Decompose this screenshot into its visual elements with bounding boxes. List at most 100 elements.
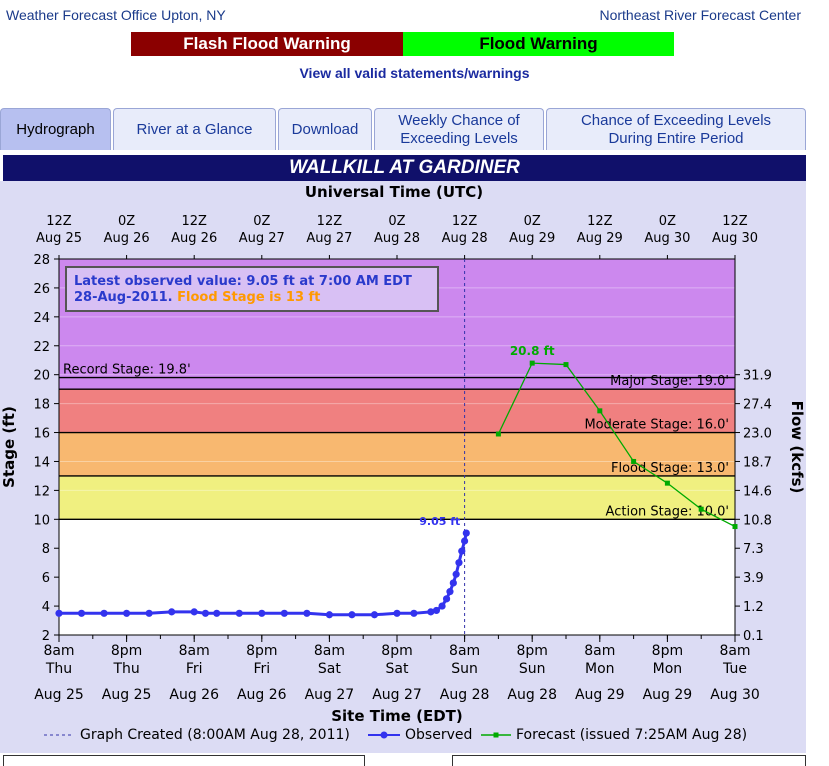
local-tick-date: Aug 29: [643, 687, 693, 703]
local-tick-date: Aug 26: [169, 687, 219, 703]
observed-point: [100, 609, 108, 617]
y-tick-label: 28: [33, 253, 50, 268]
y-tick-label: 20: [33, 369, 50, 384]
rfc-link[interactable]: Northeast River Forecast Center: [599, 7, 801, 23]
observed-point: [303, 609, 311, 617]
observed-point: [449, 579, 457, 587]
local-tick-day: Thu: [45, 661, 72, 677]
utc-tick-label: 0Z: [253, 214, 270, 229]
stage-band-major-zone: [59, 389, 735, 433]
flash-flood-warning[interactable]: Flash Flood Warning: [131, 32, 403, 56]
office-link[interactable]: Weather Forecast Office Upton, NY: [6, 7, 226, 23]
utc-tick-date: Aug 25: [36, 231, 82, 246]
local-tick-time: 8am: [43, 643, 74, 659]
y-tick-label: 12: [33, 484, 50, 499]
utc-tick-date: Aug 28: [442, 231, 488, 246]
observed-point: [55, 609, 63, 617]
utc-tick-label: 12Z: [452, 214, 478, 229]
forecast-point: [698, 506, 704, 512]
tab-weekly-chance[interactable]: Weekly Chance of Exceeding Levels: [374, 108, 544, 150]
observed-point: [393, 609, 401, 617]
utc-tick-label: 12Z: [587, 214, 613, 229]
y-axis-title: Stage (ft): [0, 406, 18, 488]
view-all-warnings-link[interactable]: View all valid statements/warnings: [299, 65, 530, 81]
observed-point: [452, 570, 460, 578]
utc-tick-date: Aug 26: [104, 231, 150, 246]
local-tick-date: Aug 26: [237, 687, 287, 703]
y-tick-label: 4: [42, 600, 50, 615]
legend-observed-marker: [380, 731, 388, 739]
utc-tick-date: Aug 30: [644, 231, 690, 246]
utc-tick-date: Aug 27: [239, 231, 285, 246]
local-tick-day: Sun: [451, 661, 478, 677]
observed-point: [432, 606, 441, 615]
local-tick-day: Thu: [112, 661, 139, 677]
y-tick-label: 18: [33, 398, 50, 413]
observed-point: [201, 609, 210, 617]
latest-flood-stage-note: Flood Stage is 13 ft: [177, 290, 320, 305]
local-tick-day: Sat: [386, 661, 409, 677]
stage-band-major: [59, 377, 735, 390]
flow-tick-label: 10.8: [743, 513, 772, 528]
y-tick-label: 16: [33, 427, 50, 442]
local-tick-day: Mon: [653, 661, 683, 677]
local-tick-time: 8am: [719, 643, 750, 659]
flood-warning[interactable]: Flood Warning: [403, 32, 674, 56]
observed-point: [462, 529, 470, 537]
y2-axis-title: Flow (kcfs): [788, 401, 806, 494]
y-tick-label: 26: [33, 282, 50, 297]
local-tick-day: Fri: [186, 661, 203, 677]
utc-tick-date: Aug 28: [374, 231, 420, 246]
observed-point: [348, 611, 356, 619]
local-tick-day: Fri: [253, 661, 270, 677]
utc-tick-label: 0Z: [388, 214, 405, 229]
forecast-line: [497, 362, 736, 528]
forecast-peak-label: 20.8 ft: [510, 344, 555, 358]
threshold-label: Record Stage: 19.8': [63, 363, 191, 378]
observed-point: [455, 559, 463, 567]
threshold-label: Major Stage: 19.0': [610, 374, 729, 389]
flow-tick-label: 27.4: [743, 398, 772, 413]
hydrograph-chart: Record Stage: 19.8' Major Stage: 19.0' Mod…: [0, 181, 806, 753]
hydrograph-svg: Record Stage: 19.8' Major Stage: 19.0' Mod…: [0, 183, 806, 743]
bottom-panel-left: [3, 755, 365, 766]
utc-tick-label: 12Z: [181, 214, 207, 229]
local-tick-date: Aug 30: [710, 687, 760, 703]
flow-tick-label: 7.3: [743, 542, 764, 557]
observed-point: [442, 595, 451, 603]
local-tick-time: 8pm: [652, 643, 683, 659]
observed-point: [235, 609, 243, 617]
observed-point: [77, 609, 86, 617]
observed-point: [280, 609, 288, 617]
utc-tick-date: Aug 26: [171, 231, 217, 246]
local-tick-time: 8pm: [111, 643, 142, 659]
local-tick-time: 8am: [449, 643, 480, 659]
chart-title: WALLKILL AT GARDINER: [3, 155, 806, 181]
local-tick-time: 8pm: [381, 643, 412, 659]
utc-tick-label: 12Z: [46, 214, 72, 229]
tab-chance-entire-period[interactable]: Chance of Exceeding Levels During Entire…: [546, 108, 806, 150]
observed-point: [325, 611, 333, 619]
tab-river-at-a-glance[interactable]: River at a Glance: [113, 108, 276, 150]
observed-point: [258, 609, 266, 617]
y-tick-label: 8: [42, 542, 50, 557]
local-tick-date: Aug 28: [507, 687, 557, 703]
flow-tick-label: 31.9: [743, 369, 772, 384]
legend-created-label: Graph Created (8:00AM Aug 28, 2011): [80, 727, 350, 743]
forecast-point: [597, 408, 603, 414]
flow-tick-label: 14.6: [743, 484, 772, 499]
observed-point: [213, 609, 221, 617]
latest-observed-box: [65, 266, 439, 312]
utc-tick-label: 0Z: [118, 214, 135, 229]
local-tick-date: Aug 25: [102, 687, 152, 703]
stage-band-minor-zone: [59, 475, 735, 520]
local-tick-time: 8pm: [516, 643, 547, 659]
observed-point: [438, 602, 446, 610]
tab-download[interactable]: Download: [278, 108, 372, 150]
local-tick-date: Aug 27: [372, 687, 422, 703]
tab-hydrograph[interactable]: Hydrograph: [0, 108, 111, 150]
utc-tick-date: Aug 29: [577, 231, 623, 246]
local-tick-date: Aug 28: [440, 687, 490, 703]
forecast-point: [664, 480, 670, 486]
threshold-label: Moderate Stage: 16.0': [584, 418, 729, 433]
